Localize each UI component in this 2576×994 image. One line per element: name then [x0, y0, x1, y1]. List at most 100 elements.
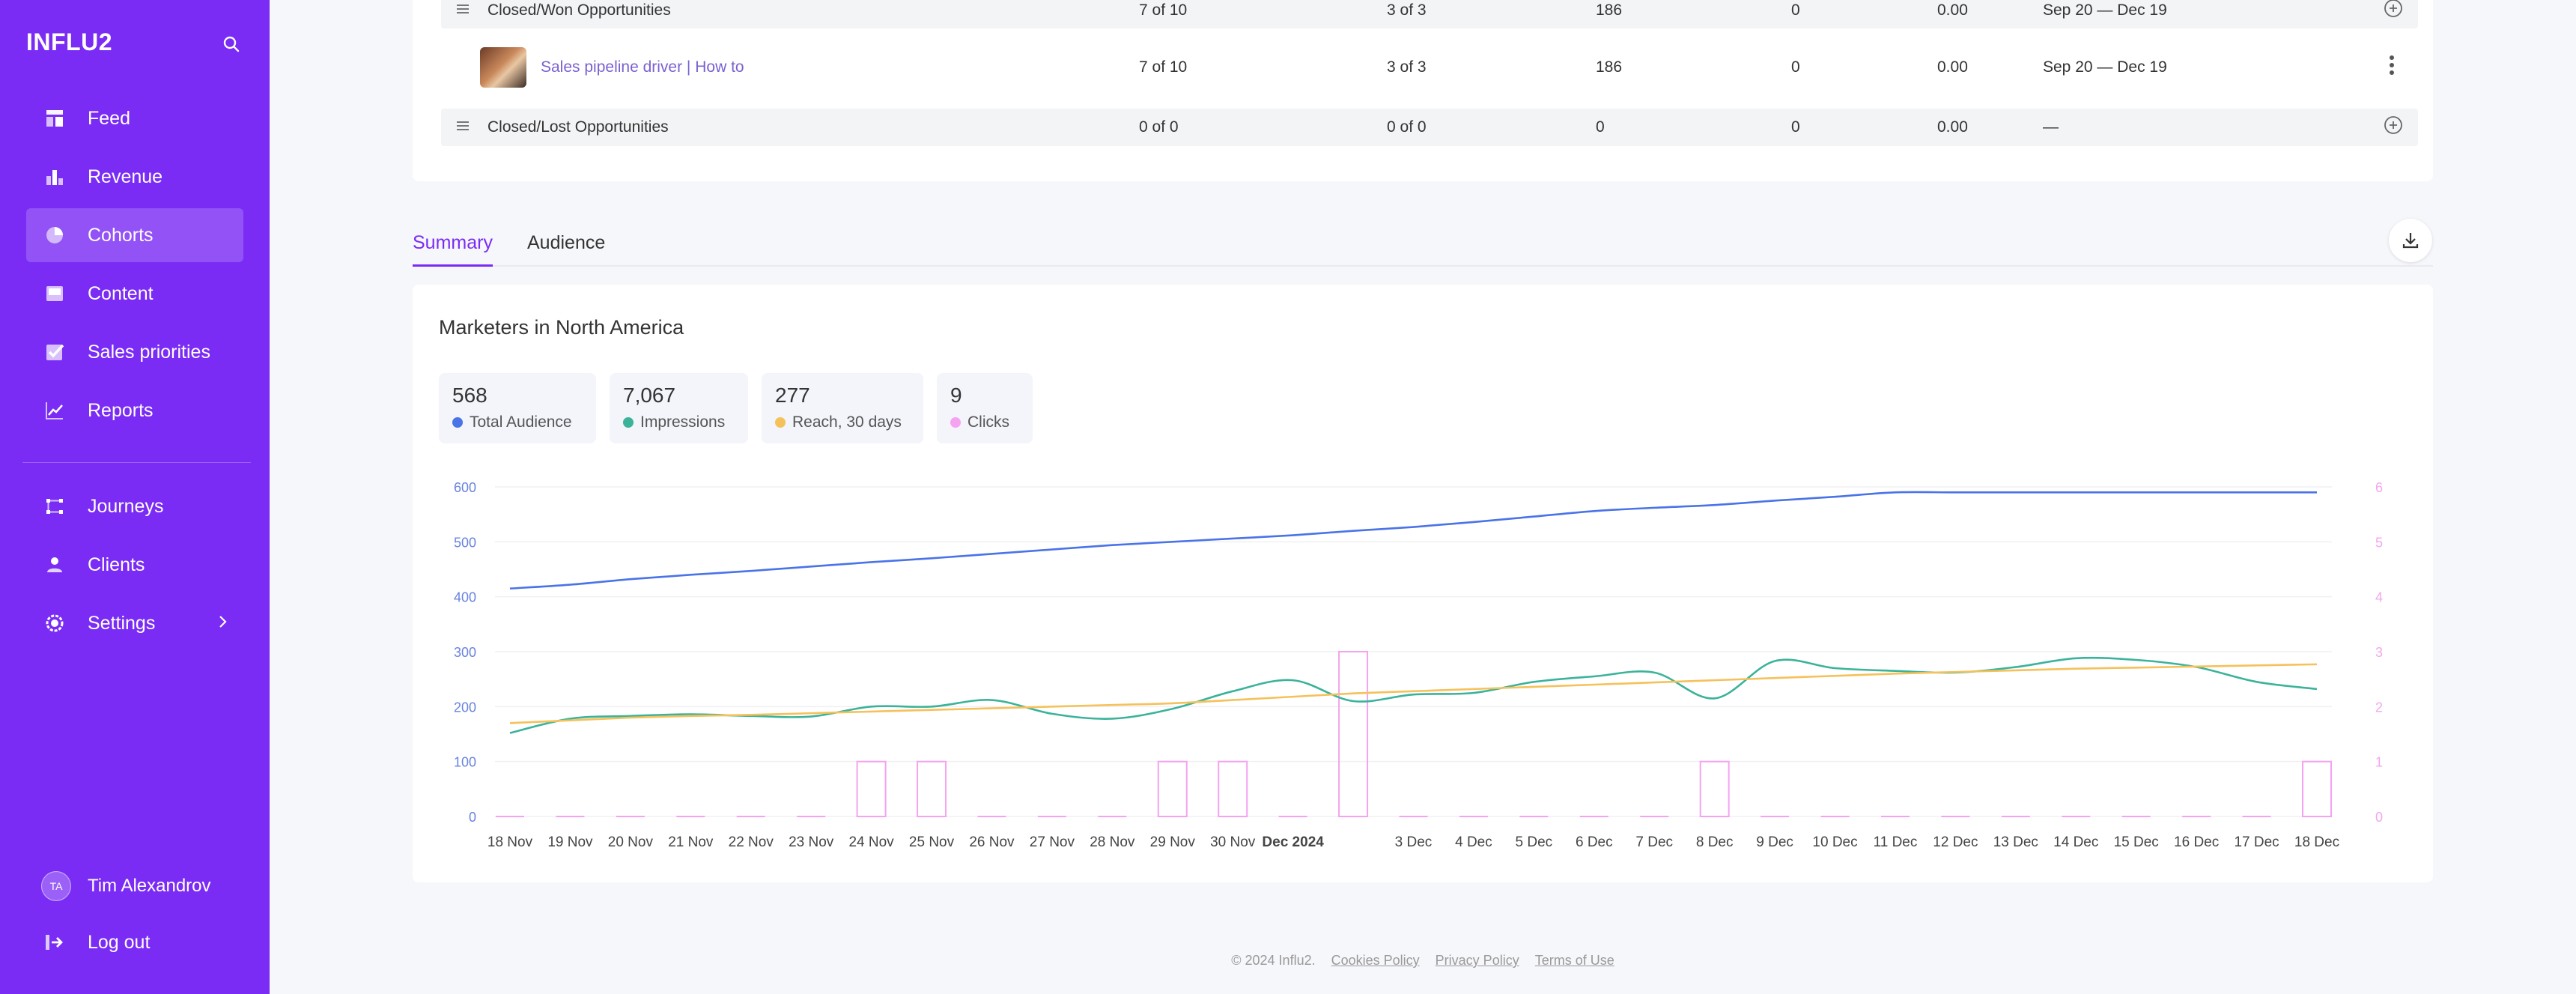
row-dates: Sep 20 — Dec 19	[2043, 58, 2167, 76]
metric-label: Total Audience	[470, 413, 572, 431]
pie-chart-icon	[44, 225, 65, 246]
clicks-bar	[856, 760, 887, 818]
y-right-tick-label: 6	[2375, 480, 2383, 495]
clicks-bar	[1218, 760, 1248, 818]
row-dates: —	[2043, 118, 2059, 136]
drag-handle-icon[interactable]	[456, 118, 470, 136]
user-name: Tim Alexandrov	[88, 876, 211, 896]
sidebar-item-revenue[interactable]: Revenue	[26, 150, 243, 204]
opportunities-table: Closed/Won Opportunities 7 of 10 3 of 3 …	[413, 0, 2433, 181]
x-tick-label: 18 Dec	[2294, 834, 2339, 850]
row-col-2: 3 of 3	[1387, 1, 1427, 19]
table-row-group[interactable]: Closed/Lost Opportunities 0 of 0 0 of 0 …	[441, 109, 2418, 146]
logout-label: Log out	[88, 932, 151, 953]
app-logo[interactable]: INFLU2	[26, 28, 112, 55]
y-left-tick-label: 400	[454, 590, 476, 605]
add-circle-icon[interactable]	[2384, 0, 2403, 22]
sidebar-item-label: Revenue	[88, 166, 163, 187]
metric-reach[interactable]: 277 Reach, 30 days	[762, 373, 923, 443]
main-nav: Feed Revenue Cohorts Content Sales prior…	[26, 91, 243, 442]
search-button[interactable]	[219, 31, 244, 57]
x-tick-label: 23 Nov	[789, 834, 834, 850]
row-name: Closed/Won Opportunities	[487, 1, 671, 19]
sidebar-item-cohorts[interactable]: Cohorts	[26, 208, 243, 262]
gear-icon	[44, 613, 65, 634]
y-left-tick-label: 200	[454, 700, 476, 715]
privacy-policy-link[interactable]: Privacy Policy	[1435, 953, 1519, 968]
legend-dot	[950, 417, 961, 428]
sidebar-item-feed[interactable]: Feed	[26, 91, 243, 145]
sidebar-item-content[interactable]: Content	[26, 267, 243, 321]
row-col-1: 0 of 0	[1139, 118, 1179, 136]
tab-summary[interactable]: Summary	[413, 232, 493, 267]
metric-total-audience[interactable]: 568 Total Audience	[439, 373, 596, 443]
row-name-link[interactable]: Sales pipeline driver | How to	[541, 58, 744, 76]
x-tick-label: 15 Dec	[2114, 834, 2159, 850]
row-col-5: 0.00	[1937, 58, 1968, 76]
x-tick-label: Dec 2024	[1262, 834, 1324, 850]
legend-dot	[623, 417, 634, 428]
x-tick-label: 10 Dec	[1812, 834, 1857, 850]
add-circle-icon[interactable]	[2384, 115, 2403, 139]
sidebar: INFLU2 Feed Revenue Cohorts Content Sale…	[0, 0, 270, 994]
sidebar-item-label: Content	[88, 282, 154, 304]
x-tick-label: 7 Dec	[1635, 834, 1673, 850]
legend-dot	[775, 417, 786, 428]
table-row-group[interactable]: Closed/Won Opportunities 7 of 10 3 of 3 …	[441, 0, 2418, 28]
x-tick-label: 28 Nov	[1090, 834, 1135, 850]
row-col-2: 0 of 0	[1387, 118, 1427, 136]
metric-label: Impressions	[640, 413, 726, 431]
y-left-tick-label: 500	[454, 535, 476, 550]
cookies-policy-link[interactable]: Cookies Policy	[1331, 953, 1420, 968]
sidebar-item-label: Journeys	[88, 495, 164, 517]
x-tick-label: 25 Nov	[909, 834, 955, 850]
sidebar-item-label: Clients	[88, 554, 145, 575]
clicks-bar	[1699, 760, 1730, 818]
content-icon	[44, 283, 65, 304]
row-col-4: 0	[1791, 58, 1800, 76]
audience-chart: 0 100 200 300 400 500 600 0 1 2 3 4 5 6 18 Nov 19 Nov 20…	[454, 480, 2383, 850]
y-left-tick-label: 0	[469, 810, 476, 825]
sidebar-item-label: Feed	[88, 107, 130, 129]
metric-value: 568	[452, 384, 487, 407]
x-tick-label: 20 Nov	[608, 834, 654, 850]
line-chart-icon	[44, 400, 65, 421]
clicks-bar	[2302, 760, 2332, 818]
row-dates: Sep 20 — Dec 19	[2043, 1, 2167, 19]
terms-of-use-link[interactable]: Terms of Use	[1534, 953, 1614, 968]
row-name: Closed/Lost Opportunities	[487, 118, 669, 136]
sidebar-item-settings[interactable]: Settings	[26, 596, 243, 650]
x-tick-label: 4 Dec	[1455, 834, 1492, 850]
table-row[interactable]: Sales pipeline driver | How to 7 of 10 3…	[441, 41, 2418, 94]
nav-divider	[22, 462, 251, 463]
sidebar-item-label: Sales priorities	[88, 341, 210, 363]
x-tick-label: 12 Dec	[1933, 834, 1978, 850]
logout-button[interactable]: Log out	[44, 932, 150, 954]
chart-card: Marketers in North America 568 Total Aud…	[413, 285, 2433, 882]
x-tick-label: 16 Dec	[2174, 834, 2219, 850]
row-col-5: 0.00	[1937, 118, 1968, 136]
download-button[interactable]	[2389, 219, 2432, 262]
logout-icon	[44, 933, 65, 954]
sidebar-item-sales-priorities[interactable]: Sales priorities	[26, 325, 243, 379]
metric-clicks[interactable]: 9 Clicks	[937, 373, 1033, 443]
row-col-4: 0	[1791, 1, 1800, 19]
row-col-1: 7 of 10	[1139, 58, 1188, 76]
metric-value: 277	[775, 384, 810, 407]
drag-handle-icon[interactable]	[456, 1, 470, 19]
tab-audience[interactable]: Audience	[527, 232, 606, 253]
sidebar-item-clients[interactable]: Clients	[26, 538, 243, 592]
sidebar-item-reports[interactable]: Reports	[26, 384, 243, 437]
row-col-4: 0	[1791, 118, 1800, 136]
more-vertical-icon[interactable]	[2388, 55, 2396, 80]
user-profile[interactable]: TA Tim Alexandrov	[41, 871, 211, 901]
tab-bar: Summary Audience	[413, 225, 2433, 267]
secondary-nav: Journeys Clients Settings	[26, 479, 243, 655]
x-tick-label: 3 Dec	[1395, 834, 1433, 850]
sidebar-item-journeys[interactable]: Journeys	[26, 479, 243, 533]
y-right-tick-label: 2	[2375, 700, 2383, 715]
row-col-3: 186	[1596, 1, 1623, 19]
chevron-right-icon	[218, 613, 228, 634]
metric-impressions[interactable]: 7,067 Impressions	[610, 373, 748, 443]
sidebar-item-label: Settings	[88, 612, 156, 634]
